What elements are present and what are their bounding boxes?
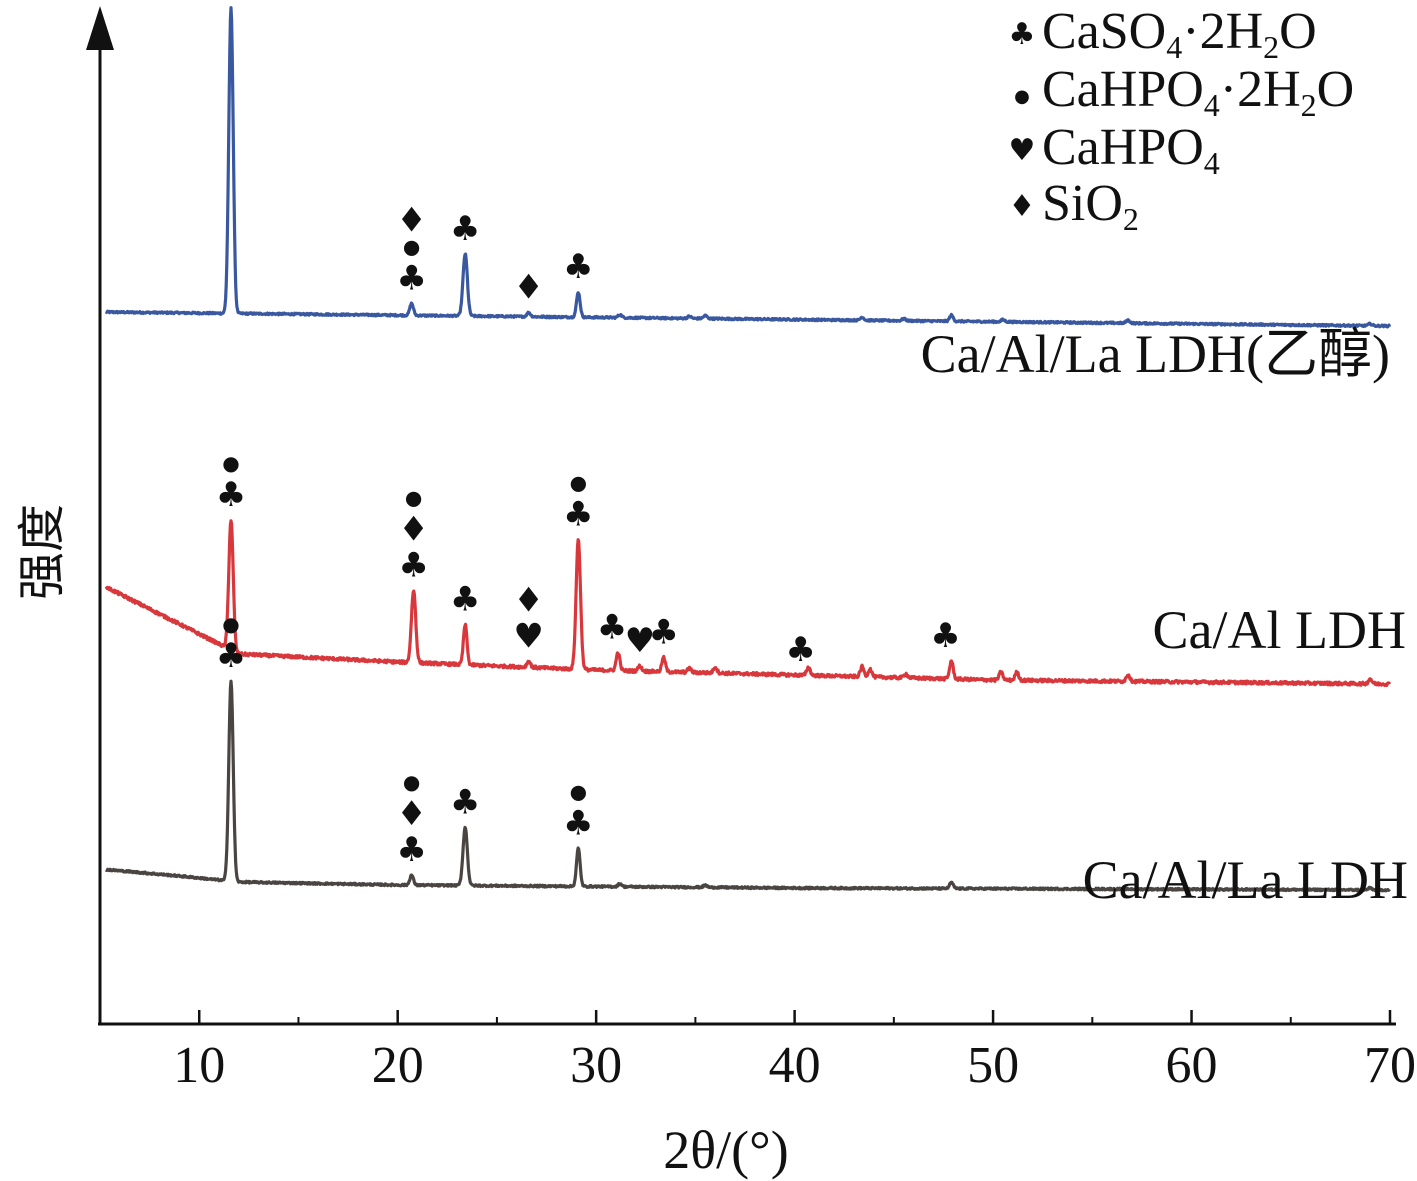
heart-marker: ♥	[625, 621, 655, 661]
dot-marker: ●	[222, 451, 239, 475]
club-marker: ♣	[597, 607, 627, 647]
x-axis-title: 2θ/(°)	[663, 1120, 788, 1180]
diamond-marker: ♦	[398, 510, 428, 550]
club-marker: ♣	[216, 475, 246, 515]
club-marker: ♣	[450, 783, 480, 823]
y-axis-title: 强度	[14, 504, 70, 600]
heart-legend-icon: ♥	[1009, 133, 1036, 168]
diamond-marker: ♦	[396, 794, 426, 834]
legend-label: SiO2	[1042, 175, 1139, 237]
club-marker: ♣	[563, 803, 593, 843]
diamond-marker: ♦	[513, 580, 543, 620]
series-label: Ca/Al LDH	[1153, 600, 1406, 660]
series-line	[104, 519, 1392, 688]
club-marker: ♣	[930, 616, 960, 656]
x-tick-label: 70	[1364, 1037, 1416, 1094]
club-marker: ♣	[450, 209, 480, 249]
x-axis-ticks: 10 20 30 40 50 60 70	[99, 1010, 1416, 1094]
series-label: Ca/Al/La LDH	[1083, 850, 1408, 910]
x-tick-label: 50	[967, 1037, 1019, 1094]
club-marker: ♣	[396, 258, 426, 298]
y-axis-arrow	[86, 6, 114, 50]
heart-marker: ♥	[513, 616, 543, 656]
club-marker: ♣	[785, 630, 815, 670]
diamond-marker: ♦	[396, 200, 426, 240]
legend: ♣ CaSO4·2H2O ● CaHPO4·2H2O♥ CaHPO4♦ SiO2	[1009, 3, 1355, 237]
dot-marker: ●	[405, 486, 422, 510]
dot-marker: ●	[570, 470, 587, 494]
club-marker: ♣	[396, 830, 426, 870]
x-tick-label: 60	[1166, 1037, 1218, 1094]
club-legend-icon: ♣	[1009, 17, 1036, 52]
x-tick-label: 20	[372, 1037, 424, 1094]
dot-marker: ●	[403, 234, 420, 258]
dot-marker: ●	[403, 770, 420, 794]
x-tick-label: 10	[173, 1037, 225, 1094]
diamond-legend-icon: ♦	[1009, 189, 1036, 224]
series-labels: Ca/Al/La LDH(乙醇) Ca/Al LDH Ca/Al/La LDH	[921, 324, 1408, 910]
dot-marker: ●	[222, 612, 239, 636]
club-marker: ♣	[563, 247, 593, 287]
peak-markers: ♣●♣●♦♣♦♣♣●♣♦●♣♥♦♣●♣♥♣♣♣♣●♣♦●♣♣●	[216, 0, 961, 870]
dot-marker: ●	[570, 779, 587, 803]
x-tick-label: 30	[570, 1037, 622, 1094]
club-marker: ♣	[398, 546, 428, 586]
club-marker: ♣	[563, 494, 593, 534]
club-marker: ♣	[216, 636, 246, 676]
series-line	[104, 679, 1391, 893]
club-marker: ♣	[216, 0, 246, 3]
diffraction-curves	[104, 6, 1392, 893]
series-label: Ca/Al/La LDH(乙醇)	[921, 324, 1390, 384]
dot-legend-icon: ●	[1014, 86, 1030, 107]
legend-label: CaSO4·2H2O	[1042, 3, 1317, 65]
club-marker: ♣	[450, 580, 480, 620]
series-line	[104, 6, 1392, 329]
legend-label: CaHPO4·2H2O	[1042, 61, 1354, 123]
diamond-marker: ♦	[513, 268, 543, 308]
x-tick-label: 40	[769, 1037, 821, 1094]
legend-label: CaHPO4	[1042, 119, 1220, 181]
club-marker: ♣	[648, 613, 678, 653]
